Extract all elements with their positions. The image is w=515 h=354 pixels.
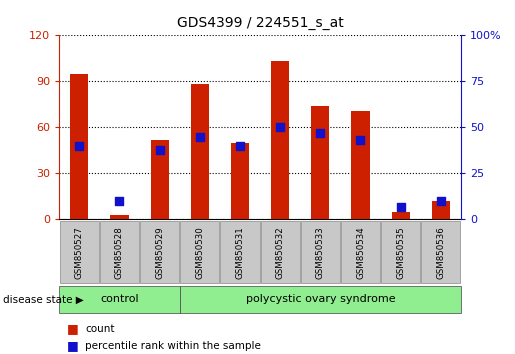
Bar: [351, 110, 370, 219]
Title: GDS4399 / 224551_s_at: GDS4399 / 224551_s_at: [177, 16, 344, 30]
Point: [316, 130, 324, 136]
Bar: [70, 74, 89, 219]
Point: [75, 143, 83, 149]
Text: GSM850533: GSM850533: [316, 226, 325, 279]
Text: ■: ■: [67, 339, 79, 352]
Text: GSM850532: GSM850532: [276, 226, 285, 279]
Text: GSM850536: GSM850536: [436, 226, 445, 279]
Bar: [391, 212, 410, 219]
Text: GSM850531: GSM850531: [235, 226, 245, 279]
Bar: [311, 106, 330, 219]
Point: [196, 134, 204, 139]
Text: polycystic ovary syndrome: polycystic ovary syndrome: [246, 294, 395, 304]
Text: GSM850534: GSM850534: [356, 226, 365, 279]
Text: percentile rank within the sample: percentile rank within the sample: [85, 341, 261, 350]
Bar: [110, 215, 129, 219]
Text: GSM850535: GSM850535: [396, 226, 405, 279]
Point: [236, 143, 244, 149]
Bar: [271, 62, 289, 219]
Text: GSM850528: GSM850528: [115, 226, 124, 279]
Text: GSM850529: GSM850529: [155, 226, 164, 279]
Bar: [231, 143, 249, 219]
Point: [356, 137, 365, 143]
Bar: [150, 140, 169, 219]
Text: ■: ■: [67, 322, 79, 335]
Text: disease state ▶: disease state ▶: [3, 294, 83, 304]
Bar: [432, 201, 450, 219]
Point: [115, 198, 124, 204]
Text: GSM850527: GSM850527: [75, 226, 84, 279]
Text: control: control: [100, 294, 139, 304]
Point: [276, 125, 284, 130]
Text: GSM850530: GSM850530: [195, 226, 204, 279]
Point: [397, 204, 405, 210]
Bar: [191, 85, 209, 219]
Point: [156, 147, 164, 152]
Text: count: count: [85, 324, 114, 333]
Point: [437, 198, 445, 204]
